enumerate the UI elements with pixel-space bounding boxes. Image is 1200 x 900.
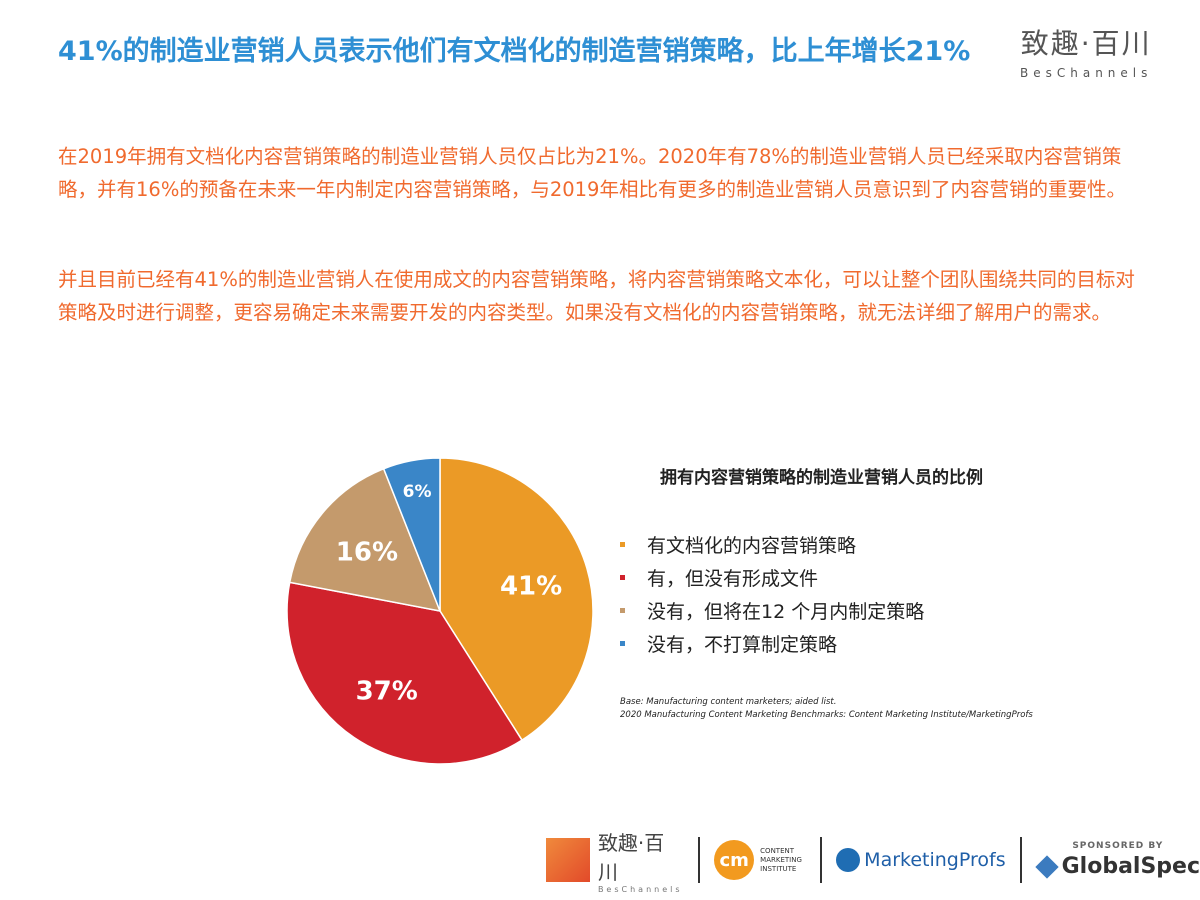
paragraph-2: 并且目前已经有41%的制造业营销人在使用成文的内容营销策略，将内容营销策略文本化… bbox=[58, 268, 1135, 324]
marketingprofs-text: MarketingProfs bbox=[864, 849, 1006, 871]
legend-label: 没有，但将在12 个月内制定策略 bbox=[647, 601, 925, 623]
legend-item: 没有，但将在12 个月内制定策略 bbox=[620, 594, 924, 627]
paragraph-1: 在2019年拥有文档化内容营销策略的制造业营销人员仅占比为21%。2020年有7… bbox=[58, 145, 1126, 201]
chart-title: 拥有内容营销策略的制造业营销人员的比例 bbox=[660, 468, 983, 488]
cmi-logo: cm CONTENT MARKETING INSTITUTE bbox=[714, 840, 806, 880]
globalspec-text: GlobalSpec bbox=[1061, 854, 1200, 879]
chart-notes: Base: Manufacturing content marketers; a… bbox=[620, 696, 1033, 722]
legend-swatch bbox=[620, 641, 625, 646]
beschannels-logo: 致趣·百川 BesChannels bbox=[546, 827, 684, 894]
globalspec-mark-icon bbox=[1034, 854, 1059, 879]
footer-logo-en: BesChannels bbox=[597, 884, 683, 894]
divider bbox=[820, 837, 823, 883]
data-label-1: 37% bbox=[356, 676, 418, 706]
logo-en: BesChannels bbox=[1020, 66, 1153, 80]
legend-item: 有，但没有形成文件 bbox=[620, 561, 924, 594]
logo-cn: 致趣·百川 bbox=[1020, 27, 1152, 60]
data-label-3: 6% bbox=[403, 482, 432, 502]
footer-logos: 致趣·百川 BesChannels cm CONTENT MARKETING IN… bbox=[546, 831, 1200, 894]
note-base: Base: Manufacturing content marketers; a… bbox=[620, 697, 837, 707]
page-title: 41%的制造业营销人员表示他们有文档化的制造营销策略，比上年增长21% bbox=[58, 36, 971, 67]
data-label-0: 41% bbox=[500, 572, 562, 602]
footer-logo-cn: 致趣·百川 bbox=[597, 830, 665, 884]
pie-slice-3 bbox=[382, 457, 441, 612]
legend-label: 有文档化的内容营销策略 bbox=[647, 535, 857, 557]
beschannels-mark-icon bbox=[546, 838, 590, 882]
globalspec-logo: SPONSORED BY GlobalSpec bbox=[1034, 841, 1200, 879]
legend-label: 有，但没有形成文件 bbox=[647, 568, 819, 590]
brand-logo: 致趣·百川 BesChannels bbox=[1020, 22, 1152, 80]
cmi-text: CONTENT MARKETING INSTITUTE bbox=[760, 846, 802, 873]
sponsored-by: SPONSORED BY bbox=[1072, 841, 1164, 851]
chart-legend: 有文档化的内容营销策略 有，但没有形成文件没有，但将在12 个月内制定策略 没有，不… bbox=[620, 528, 924, 660]
note-source: 2020 Manufacturing Content Marketing Ben… bbox=[620, 710, 1033, 720]
pie-slice-0 bbox=[439, 457, 594, 742]
legend-item: 没有，不打算制定策略 bbox=[620, 627, 924, 660]
legend-item: 有文档化的内容营销策略 bbox=[620, 528, 924, 561]
cmi-mark-icon: cm bbox=[714, 840, 755, 880]
pie-slice-1 bbox=[286, 581, 524, 765]
divider bbox=[698, 837, 701, 883]
legend-swatch bbox=[620, 575, 625, 580]
legend-label: 没有，不打算制定策略 bbox=[647, 634, 838, 656]
divider bbox=[1019, 837, 1022, 883]
marketingprofs-logo: MarketingProfs bbox=[836, 848, 1006, 872]
legend-swatch bbox=[620, 608, 625, 613]
legend-swatch bbox=[620, 542, 625, 547]
marketingprofs-mark-icon bbox=[836, 848, 861, 872]
data-label-2: 16% bbox=[336, 538, 398, 568]
pie-slice-2 bbox=[288, 467, 442, 612]
